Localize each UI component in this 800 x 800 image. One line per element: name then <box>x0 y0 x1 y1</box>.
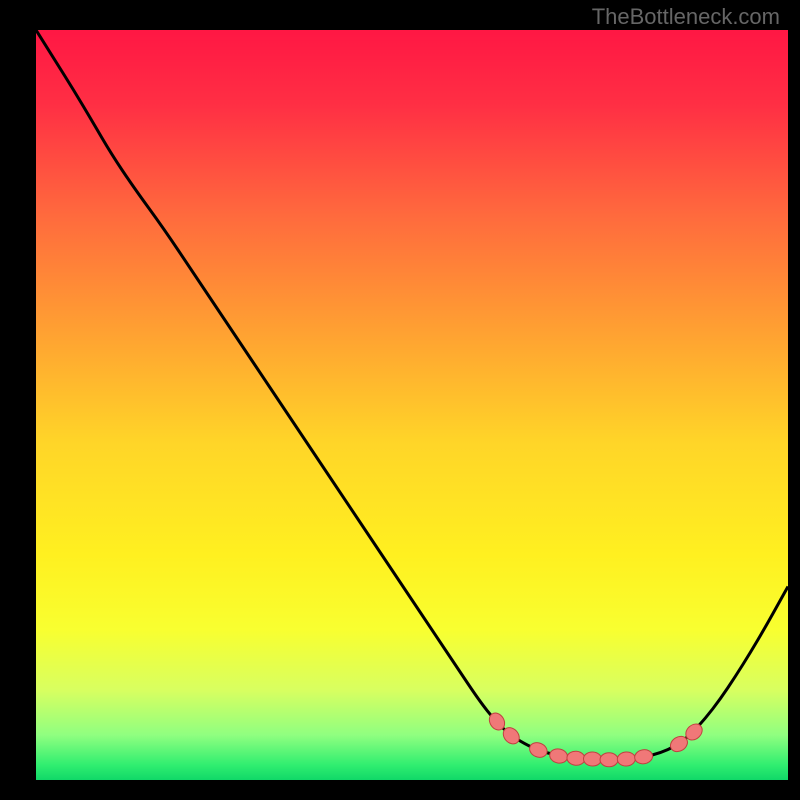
data-marker <box>583 752 601 767</box>
data-marker <box>600 753 618 767</box>
chart-area <box>36 30 788 780</box>
curve-overlay <box>36 30 788 780</box>
data-marker <box>634 748 654 765</box>
watermark-text: TheBottleneck.com <box>592 4 780 30</box>
data-marker <box>566 750 585 766</box>
bottleneck-curve <box>36 30 788 760</box>
data-marker <box>548 747 569 764</box>
data-marker <box>527 740 549 760</box>
chart-container: TheBottleneck.com <box>0 0 800 800</box>
data-marker <box>617 751 636 766</box>
